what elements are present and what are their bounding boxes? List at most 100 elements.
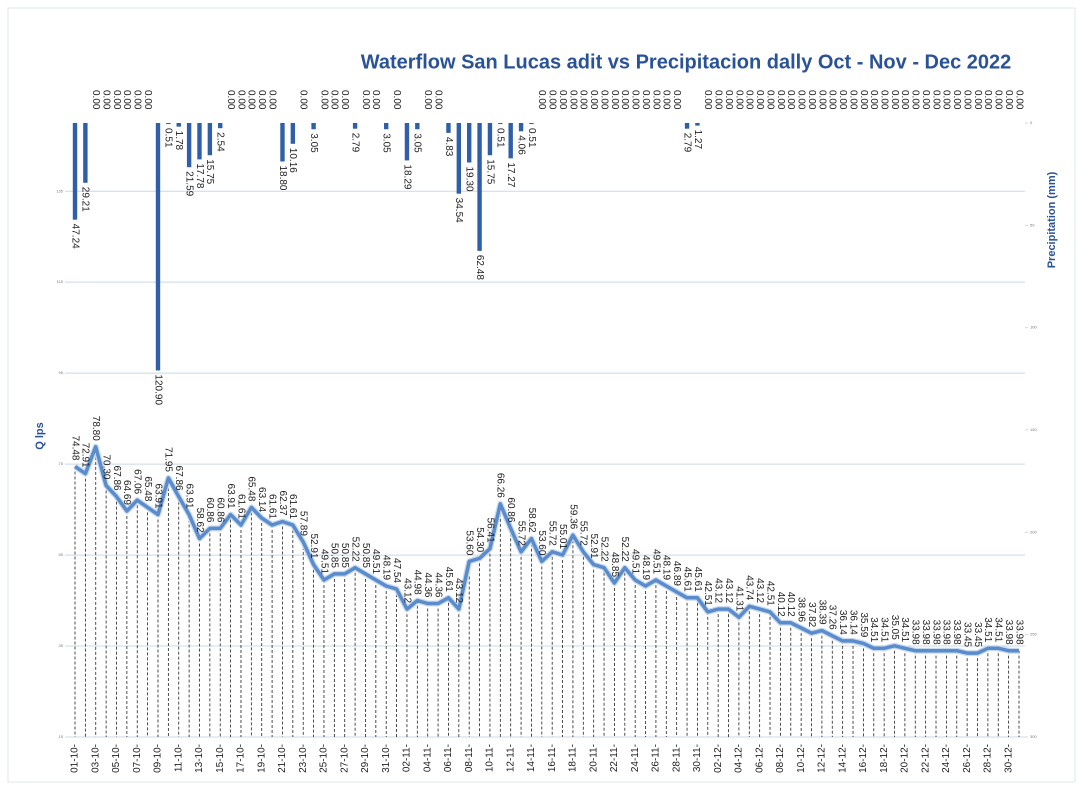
line-value-label: 57.89 bbox=[298, 511, 309, 536]
line-value-label: 34.51 bbox=[899, 617, 910, 642]
bar-value-label: 0.00 bbox=[754, 90, 765, 110]
y-tick-label: 75 bbox=[59, 461, 64, 466]
x-tick-label: 23-10- bbox=[298, 744, 309, 773]
precip-bar bbox=[72, 123, 78, 220]
line-value-label: 45.61 bbox=[443, 567, 454, 592]
line-value-label: 48.85 bbox=[609, 552, 620, 577]
bar-value-label: 0.00 bbox=[650, 90, 661, 110]
bar-value-label: 4.83 bbox=[443, 137, 454, 157]
bar-value-label: 0.00 bbox=[391, 90, 402, 110]
y2-axis-title: Precipitation (mm) bbox=[1046, 171, 1058, 268]
line-value-label: 33.98 bbox=[920, 620, 931, 645]
x-tick-label: 02-11- bbox=[402, 744, 413, 772]
line-value-label: 43.12 bbox=[453, 578, 464, 603]
bar-value-label: 18.29 bbox=[401, 164, 412, 189]
bar-value-label: 0.00 bbox=[930, 90, 941, 110]
precip-bar bbox=[197, 123, 202, 160]
x-tick-label: 22-11- bbox=[609, 744, 620, 772]
line-value-label: 52.22 bbox=[349, 537, 360, 562]
x-tick-label: 28-12- bbox=[983, 744, 994, 773]
x-tick-label: 15-10- bbox=[215, 744, 226, 773]
bar-value-label: 0.51 bbox=[495, 128, 506, 148]
y-tick-label: 95 bbox=[59, 370, 64, 375]
precip-bar bbox=[529, 123, 534, 125]
bar-value-label: 2.79 bbox=[681, 133, 692, 153]
x-tick-label: 26-11- bbox=[651, 744, 662, 772]
line-value-label: 63.91 bbox=[183, 484, 194, 509]
bar-value-label: 0.00 bbox=[266, 90, 277, 110]
line-value-label: 60.86 bbox=[215, 497, 226, 522]
bar-value-label: 0.00 bbox=[806, 90, 817, 110]
y2-tick-label: 250 bbox=[1030, 632, 1037, 637]
precip-bar bbox=[518, 123, 524, 132]
precip-bar bbox=[207, 123, 213, 156]
bar-value-label: 0.00 bbox=[318, 90, 329, 110]
bar-value-label: 0.00 bbox=[775, 90, 786, 110]
bar-value-label: 21.59 bbox=[183, 171, 194, 196]
line-value-label: 43.12 bbox=[723, 578, 734, 603]
line-value-label: 43.74 bbox=[744, 575, 755, 600]
line-value-label: 67.86 bbox=[173, 466, 184, 491]
bar-value-label: 0.00 bbox=[941, 90, 952, 110]
x-tick-label: 08-11- bbox=[464, 744, 475, 772]
precip-bar bbox=[695, 123, 700, 126]
bar-value-label: 0.00 bbox=[339, 90, 350, 110]
line-value-label: 34.51 bbox=[982, 617, 993, 642]
line-value-label: 41.31 bbox=[733, 586, 744, 611]
x-tick-label: 04-11- bbox=[422, 744, 433, 772]
bar-value-label: 0.00 bbox=[256, 90, 267, 110]
bar-value-label: 4.06 bbox=[515, 135, 526, 155]
bar-value-label: 0.00 bbox=[225, 90, 236, 110]
line-value-label: 70.30 bbox=[100, 454, 111, 479]
bar-value-label: 29.21 bbox=[80, 187, 91, 212]
line-value-label: 52.91 bbox=[308, 534, 319, 559]
bar-value-label: 0.00 bbox=[816, 90, 827, 110]
line-value-label: 48.19 bbox=[640, 555, 651, 580]
x-tick-label: 18-12- bbox=[879, 744, 890, 773]
line-value-label: 52.91 bbox=[588, 534, 599, 559]
line-value-label: 66.26 bbox=[495, 473, 506, 498]
flow-line bbox=[74, 445, 1019, 655]
bar-value-label: 0.00 bbox=[111, 90, 122, 110]
line-value-label: 63.14 bbox=[256, 487, 267, 512]
line-value-label: 72.91 bbox=[80, 443, 91, 468]
line-value-label: 45.61 bbox=[681, 567, 692, 592]
bar-value-label: 17.27 bbox=[505, 162, 516, 187]
bar-value-label: 0.00 bbox=[702, 90, 713, 110]
bar-value-label: 0.00 bbox=[827, 90, 838, 110]
precip-bar bbox=[166, 123, 171, 125]
line-value-label: 44.36 bbox=[422, 572, 433, 597]
line-value-label: 50.85 bbox=[329, 543, 340, 568]
bar-value-label: 0.00 bbox=[578, 90, 589, 110]
bar-value-label: 2.79 bbox=[349, 133, 360, 153]
line-value-label: 35.05 bbox=[889, 615, 900, 640]
line-value-label: 37.82 bbox=[806, 602, 817, 627]
bar-value-label: 0.00 bbox=[298, 90, 309, 110]
line-value-label: 49.51 bbox=[318, 549, 329, 574]
bar-value-label: 0.00 bbox=[640, 90, 651, 110]
x-tick-label: 31-10- bbox=[381, 744, 392, 773]
bar-value-label: 0.51 bbox=[163, 128, 174, 148]
x-tick-label: 12-11- bbox=[505, 744, 516, 772]
line-value-label: 64.69 bbox=[121, 480, 132, 505]
bar-value-label: 0.00 bbox=[235, 90, 246, 110]
precip-bar bbox=[311, 123, 316, 130]
bar-value-label: 0.00 bbox=[661, 90, 672, 110]
bar-value-label: 0.00 bbox=[733, 90, 744, 110]
bar-value-label: 0.00 bbox=[90, 90, 101, 110]
y2-tick-label: 100 bbox=[1030, 325, 1037, 330]
line-value-label: 65.48 bbox=[246, 476, 257, 501]
y2-tick-label: 150 bbox=[1030, 427, 1037, 432]
x-tick-label: 24-12- bbox=[941, 744, 952, 773]
bar-value-label: 0.00 bbox=[951, 90, 962, 110]
line-value-label: 53.60 bbox=[536, 530, 547, 555]
bar-value-label: 0.00 bbox=[713, 90, 724, 110]
bar-value-label: 3.05 bbox=[308, 133, 319, 153]
bar-value-label: 0.00 bbox=[536, 90, 547, 110]
line-value-label: 33.98 bbox=[910, 620, 921, 645]
line-value-label: 58.62 bbox=[526, 508, 537, 533]
bar-value-label: 120.90 bbox=[152, 374, 163, 405]
bar-value-label: 0.00 bbox=[879, 90, 890, 110]
line-value-label: 48.19 bbox=[381, 555, 392, 580]
